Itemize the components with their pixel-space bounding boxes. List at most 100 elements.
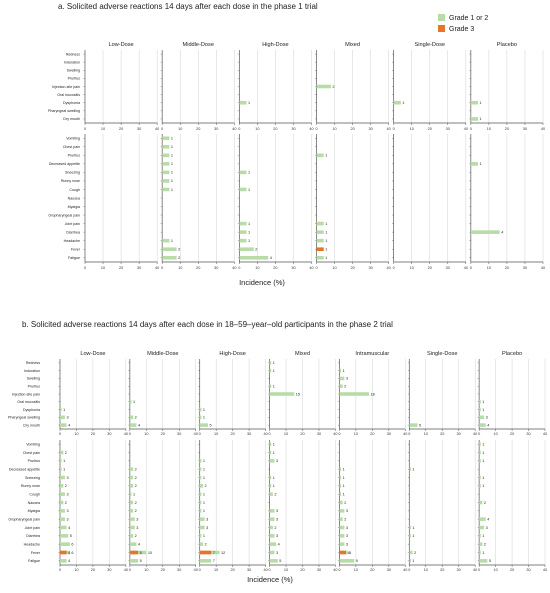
group-title: Middle-Dose — [147, 351, 178, 357]
bar-grade-1-2 — [409, 550, 413, 555]
data-label: 3 — [276, 551, 278, 555]
x-tick-label: 20 — [350, 266, 354, 270]
x-tick-label: 0 — [238, 127, 240, 131]
x-tick-label: 10 — [424, 432, 428, 436]
data-label: 1 — [171, 171, 173, 175]
x-tick-label: 40 — [155, 266, 159, 270]
bar-grade-1-2 — [479, 534, 481, 538]
x-tick-label: 0 — [478, 568, 480, 572]
x-tick-label: 40 — [309, 127, 313, 131]
category-label: Cough — [69, 188, 80, 192]
bar-grade-3 — [199, 550, 212, 555]
x-tick-label: 0 — [199, 568, 201, 572]
data-label: 1 — [171, 179, 173, 183]
panel-a: a. Solicited adverse reactions 14 days a… — [48, 2, 545, 287]
panel-b-title: b. Solicited adverse reactions 14 days a… — [22, 320, 393, 329]
data-label: 1 — [343, 369, 345, 373]
category-label: Pharyngeal swelling — [48, 109, 80, 113]
bar-grade-1-2 — [269, 550, 275, 555]
data-label: 1 — [248, 222, 250, 226]
legend: Grade 1 or 2 Grade 3 — [438, 14, 488, 33]
data-label: 1 — [482, 459, 484, 463]
bar-grade-1-2 — [129, 484, 134, 488]
group-title: Low-Dose — [80, 351, 105, 357]
data-label: 1 — [171, 145, 173, 149]
data-label: 2 — [484, 542, 486, 546]
legend-swatch-grade-1-2 — [438, 14, 445, 21]
data-label: 12 — [221, 551, 225, 555]
data-label: 2 — [274, 492, 276, 496]
x-tick-label: 40 — [232, 127, 236, 131]
x-tick-label: 10 — [493, 432, 497, 436]
x-tick-label: 30 — [387, 568, 391, 572]
bar-grade-1-2 — [339, 368, 342, 373]
bar-grade-1-2 — [409, 534, 411, 538]
panel-a-xlabel: Incidence (%) — [239, 278, 285, 287]
category-label: Diarrhea — [66, 230, 80, 234]
group-title: Intramuscular — [355, 351, 389, 357]
x-tick-label: 20 — [273, 127, 277, 131]
category-label: Myalgia — [28, 509, 40, 513]
bar-grade-1-2 — [129, 525, 135, 530]
x-tick-label: 40 — [155, 127, 159, 131]
x-tick-label: 20 — [505, 127, 509, 131]
x-tick-label: 0 — [408, 568, 410, 572]
bar-grade-1-2 — [60, 407, 62, 412]
group-title: Placebo — [497, 42, 517, 48]
data-label: 3 — [136, 517, 138, 521]
bar-grade-1-2 — [479, 423, 486, 427]
bar-grade-1-2 — [199, 525, 205, 530]
data-label: 3 — [66, 509, 68, 513]
x-tick-label: 30 — [369, 127, 373, 131]
x-tick-label: 10 — [178, 266, 182, 270]
bar-grade-1-2 — [316, 230, 324, 234]
x-tick-label: 0 — [470, 127, 472, 131]
data-label: 4 — [348, 551, 350, 555]
data-label: 1 — [248, 239, 250, 243]
data-label: 2 — [344, 385, 346, 389]
bar-grade-1-2 — [129, 542, 137, 546]
data-label: 1 — [171, 137, 173, 141]
x-tick-label: 20 — [161, 568, 165, 572]
data-label: 1 — [412, 534, 414, 538]
x-tick-label: 10 — [487, 266, 491, 270]
data-label: 3 — [66, 492, 68, 496]
legend-label-grade-1-2: Grade 1 or 2 — [449, 15, 488, 22]
data-label: 1 — [482, 451, 484, 455]
data-label: 3 — [66, 476, 68, 480]
data-label: 3 — [276, 517, 278, 521]
bar-grade-1-2 — [409, 525, 411, 530]
x-tick-label: 20 — [196, 266, 200, 270]
data-label: 4 — [487, 517, 489, 521]
category-label: Runny nose — [21, 484, 40, 488]
data-label: 1 — [133, 492, 135, 496]
data-label: 1 — [325, 154, 327, 158]
data-label: 1 — [203, 467, 205, 471]
category-label: Vomiting — [66, 137, 80, 141]
data-label: 10 — [148, 551, 152, 555]
x-tick-label: 30 — [523, 266, 527, 270]
data-label: 1 — [482, 534, 484, 538]
data-label: 1 — [203, 408, 205, 412]
bar-grade-1-2 — [479, 415, 485, 420]
x-tick-label: 0 — [478, 432, 480, 436]
data-label: 1 — [402, 101, 404, 105]
data-label: 4 — [501, 230, 503, 234]
category-label: Decreased appetite — [9, 467, 40, 471]
x-tick-label: 10 — [255, 266, 259, 270]
bar-grade-1-2 — [479, 442, 481, 446]
x-tick-label: 0 — [338, 568, 340, 572]
bar-grade-1-2 — [162, 162, 170, 166]
data-label: 5 — [140, 551, 142, 555]
data-label: 1 — [325, 239, 327, 243]
x-tick-label: 10 — [144, 432, 148, 436]
data-label: 2 — [135, 476, 137, 480]
x-tick-label: 40 — [309, 266, 313, 270]
x-tick-label: 20 — [350, 127, 354, 131]
data-label: 2 — [178, 256, 180, 260]
x-tick-label: 10 — [214, 432, 218, 436]
data-label: 1 — [203, 476, 205, 480]
category-label: Decreased appetite — [49, 162, 80, 166]
bar-grade-1-2 — [269, 459, 275, 463]
bar-grade-1-2 — [479, 517, 486, 521]
